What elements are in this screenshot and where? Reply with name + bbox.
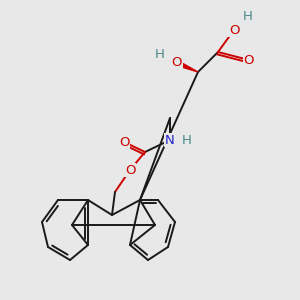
Text: H: H: [155, 49, 165, 62]
Text: H: H: [243, 11, 253, 23]
Text: O: O: [244, 53, 254, 67]
Polygon shape: [176, 61, 198, 72]
Text: O: O: [119, 136, 129, 148]
Text: N: N: [165, 134, 175, 146]
Text: H: H: [182, 134, 192, 146]
Text: O: O: [172, 56, 182, 70]
Text: O: O: [125, 164, 135, 176]
Text: O: O: [229, 23, 239, 37]
